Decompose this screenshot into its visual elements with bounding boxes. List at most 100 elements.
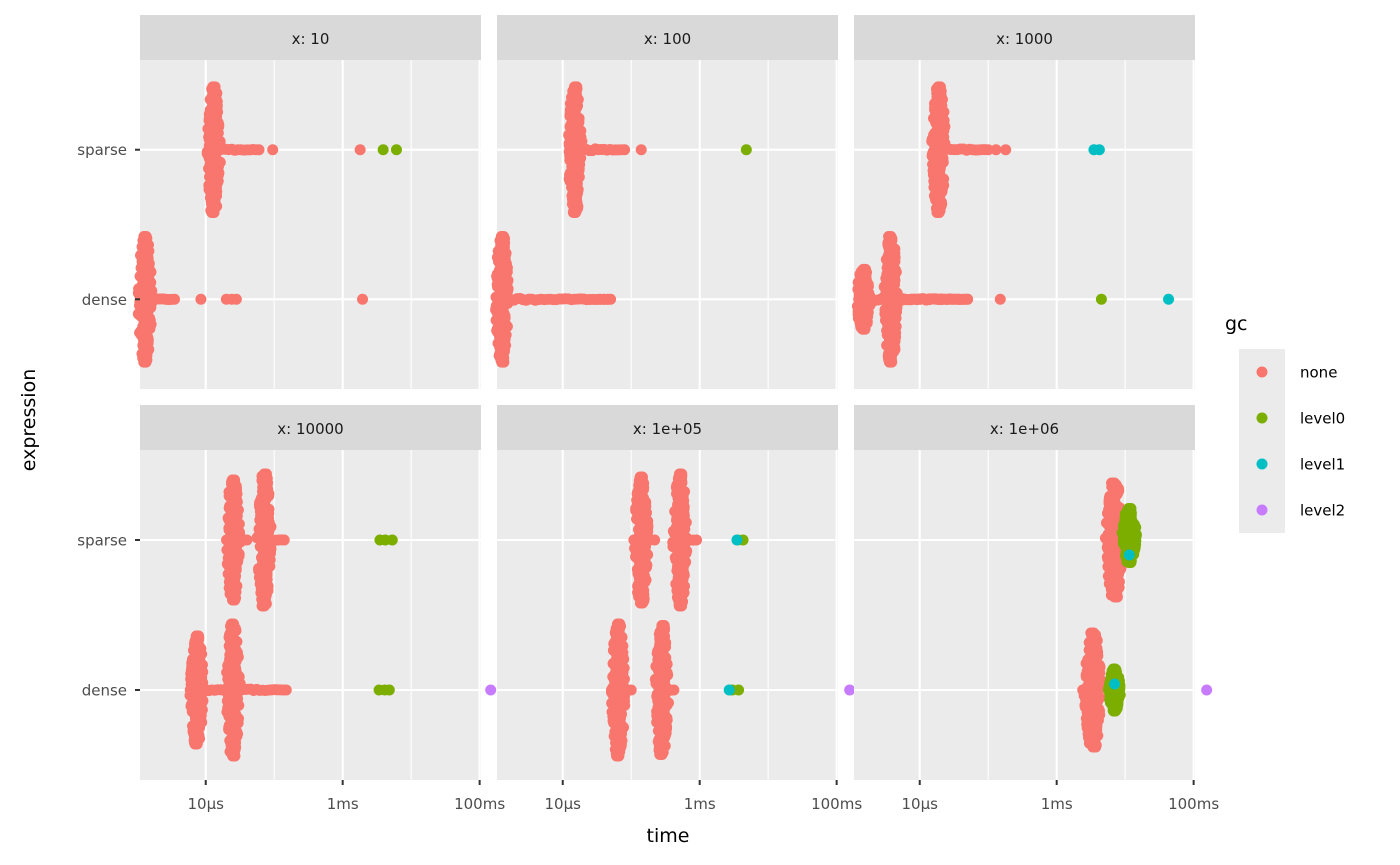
panel-background <box>140 60 481 389</box>
data-point-none <box>994 293 1006 305</box>
swarm-cluster-sparse-none <box>667 468 703 612</box>
legend-label: level0 <box>1300 410 1345 428</box>
data-point <box>229 594 241 606</box>
facet-panel: x: 1000 <box>851 15 1195 389</box>
data-point-level1 <box>731 534 743 546</box>
legend-key-dot <box>1256 504 1268 516</box>
data-point-none <box>267 144 279 156</box>
legend-key-background <box>1239 349 1285 533</box>
x-tick-label: 10µs <box>188 795 225 813</box>
facet-strip <box>140 15 481 60</box>
swarm-cluster-dense-none <box>605 618 637 762</box>
data-point-none <box>230 293 242 305</box>
legend-item-none: none <box>1256 364 1337 382</box>
panel-background <box>854 450 1195 780</box>
data-point-none <box>602 293 614 305</box>
data-point <box>280 684 292 696</box>
facet-strip <box>497 15 838 60</box>
swarm-cluster-sparse-none <box>1099 477 1129 603</box>
swarm-cluster-sparse-none <box>251 468 290 612</box>
legend-label: none <box>1300 364 1337 382</box>
swarm-cluster-dense-none <box>1078 627 1107 753</box>
data-point-level1 <box>723 684 735 696</box>
x-tick-label: 10µs <box>902 795 939 813</box>
legend-label: level2 <box>1300 502 1345 520</box>
data-point-level0 <box>383 684 395 696</box>
swarm-cluster-dense-none <box>878 230 974 368</box>
data-point-none <box>635 144 647 156</box>
legend-item-level0: level0 <box>1256 410 1345 428</box>
data-point <box>649 534 661 546</box>
x-tick-label: 1ms <box>684 795 716 813</box>
data-point-level1 <box>1109 678 1121 690</box>
data-point <box>962 293 974 305</box>
y-tick-label: dense <box>82 682 127 700</box>
legend-key-dot <box>1256 412 1268 424</box>
data-point <box>656 749 668 760</box>
facet-strip <box>140 405 481 450</box>
data-point <box>982 144 994 156</box>
x-axes: 10µs 1ms 100ms 10µs 1ms 100ms 10µs 1ms 100ms <box>188 780 1219 813</box>
facet-panel: x: 100 <box>490 15 838 389</box>
data-point-level1 <box>1093 144 1105 156</box>
data-point <box>886 356 898 368</box>
data-point-none <box>990 144 1002 156</box>
facet-strip-label: x: 100 <box>644 30 691 48</box>
y-tick-label: sparse <box>77 141 127 159</box>
data-point-level0 <box>1095 293 1107 305</box>
data-point-level2 <box>844 684 856 696</box>
data-point-level0 <box>733 684 745 696</box>
legend: gc none level0 level1 level2 <box>1225 313 1345 533</box>
data-point <box>668 684 680 696</box>
swarm-cluster-sparse-none <box>926 81 994 219</box>
swarm-cluster-dense-none <box>221 618 292 762</box>
data-point <box>570 207 582 219</box>
data-point <box>278 534 290 546</box>
facet-strip-label: x: 1000 <box>996 30 1053 48</box>
facet-strip-label: x: 1e+05 <box>633 420 702 438</box>
data-point-level0 <box>386 534 398 546</box>
data-point <box>625 684 637 696</box>
data-point <box>498 356 510 368</box>
swarm-cluster-sparse-none <box>221 474 253 606</box>
y-tick-label: sparse <box>77 532 127 550</box>
x-tick-label: 1ms <box>327 795 359 813</box>
swarm-cluster-sparse-none <box>563 81 631 219</box>
data-point <box>619 144 631 156</box>
data-point <box>676 600 688 612</box>
x-tick-label: 10µs <box>545 795 582 813</box>
y-axes: dense sparse dense sparse <box>77 141 140 700</box>
data-point-level2 <box>485 684 497 696</box>
data-point-level1 <box>1123 549 1135 561</box>
data-point-level1 <box>1163 293 1175 305</box>
data-point <box>229 750 241 762</box>
legend-key-dot <box>1256 366 1268 378</box>
x-axis-title: time <box>647 825 690 847</box>
swarm-cluster-sparse-none <box>628 471 661 609</box>
swarm-cluster-dense-none <box>490 230 617 368</box>
data-point-level2 <box>1201 684 1213 696</box>
data-point-level0 <box>740 144 752 156</box>
data-point <box>637 597 649 609</box>
data-point-level0 <box>390 144 402 156</box>
data-point <box>1109 705 1121 717</box>
facet-strip <box>854 405 1195 450</box>
data-point <box>1111 591 1123 603</box>
x-tick-label: 100ms <box>811 795 862 813</box>
facet-panel: x: 10000 <box>140 405 497 780</box>
data-point <box>191 738 203 750</box>
panel-background <box>854 60 1195 389</box>
data-point <box>253 144 265 156</box>
data-point <box>169 293 181 305</box>
data-point <box>258 600 270 612</box>
facet-strip <box>497 405 838 450</box>
data-point <box>140 356 152 368</box>
facet-panel: x: 1e+06 <box>854 405 1213 780</box>
data-point-level0 <box>377 144 389 156</box>
y-tick-label: dense <box>82 291 127 309</box>
swarm-cluster-dense-none <box>132 230 181 368</box>
data-point-none <box>354 144 366 156</box>
legend-item-level2: level2 <box>1256 502 1345 520</box>
data-point <box>241 534 253 546</box>
